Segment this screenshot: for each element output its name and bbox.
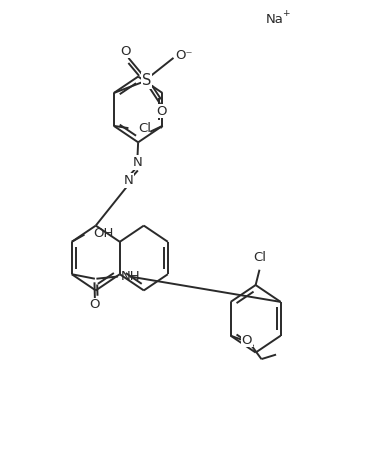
Text: S: S <box>142 73 151 88</box>
Text: Na: Na <box>265 13 283 26</box>
Text: O: O <box>90 299 100 311</box>
Text: OH: OH <box>93 227 113 240</box>
Text: O: O <box>120 45 131 58</box>
Text: O: O <box>242 334 252 347</box>
Text: O⁻: O⁻ <box>175 49 193 62</box>
Text: NH: NH <box>121 270 141 283</box>
Text: +: + <box>282 10 289 19</box>
Text: N: N <box>132 156 142 169</box>
Text: O: O <box>156 105 166 117</box>
Text: N: N <box>124 174 133 187</box>
Text: Cl: Cl <box>253 251 266 264</box>
Text: Cl: Cl <box>138 121 151 135</box>
